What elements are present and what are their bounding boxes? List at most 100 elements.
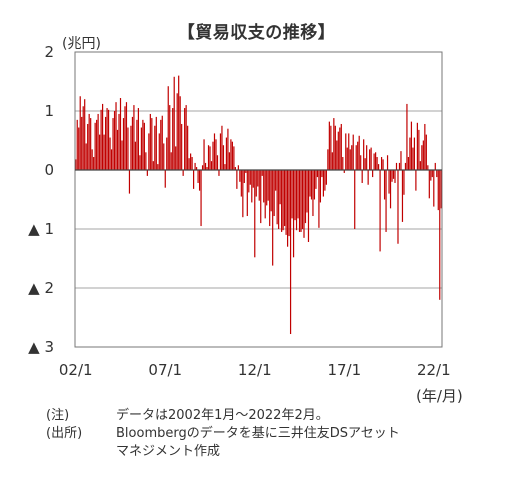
bar [143, 122, 145, 170]
bar [216, 155, 219, 170]
bar [413, 137, 416, 170]
bar [218, 170, 220, 176]
bar [81, 116, 83, 170]
bar [88, 113, 90, 170]
bar [97, 113, 99, 170]
bar [230, 139, 232, 170]
bar [215, 139, 217, 170]
bar [289, 170, 292, 335]
bar [164, 170, 166, 188]
bar [76, 119, 78, 170]
bar [270, 170, 272, 212]
bar [288, 170, 290, 237]
bar [373, 153, 375, 170]
bar [388, 170, 390, 194]
bar [212, 141, 214, 170]
bar [313, 170, 316, 200]
bar [79, 96, 81, 170]
bar [297, 170, 299, 219]
bar [397, 170, 399, 244]
bar [370, 147, 372, 170]
bar [406, 103, 408, 170]
bar [195, 167, 198, 170]
bar [369, 149, 371, 170]
x-tick-labels: 02/1 07/1 12/1 17/1 22/1 [59, 361, 451, 379]
bar [352, 134, 354, 170]
bar [254, 170, 256, 258]
bar [351, 145, 353, 170]
bar [233, 146, 235, 170]
note-text: データは2002年1月～2022年2月。 [116, 408, 329, 423]
bar [134, 141, 137, 170]
source-text: Bloombergのデータを基に三井住友DSアセット [116, 426, 400, 441]
source-line: (出所) Bloombergのデータを基に三井住友DSアセット [46, 425, 400, 443]
bar [84, 99, 86, 170]
plot-frame [74, 51, 443, 348]
bar [203, 139, 205, 170]
bar [385, 170, 387, 232]
bar [310, 170, 313, 200]
bar [187, 125, 189, 170]
bar [175, 146, 177, 170]
bar [198, 170, 201, 191]
bar [439, 170, 441, 300]
bar [201, 165, 204, 170]
bar [127, 127, 129, 170]
bar [109, 137, 111, 170]
bar [433, 170, 435, 207]
bar [281, 170, 283, 232]
bar [431, 170, 433, 178]
bar [364, 158, 366, 170]
bar [278, 170, 280, 229]
y-tick-label: ▲ 2 [28, 279, 54, 297]
x-tick-label: 22/1 [417, 361, 451, 379]
bar [225, 137, 228, 170]
bar [428, 170, 430, 199]
bar [394, 170, 396, 183]
chart-canvas: 2 1 0 ▲ 1 ▲ 2 ▲ 3 02/1 07/1 12/1 17/1 22/1 [28, 43, 451, 379]
bar [377, 164, 380, 170]
bar [404, 162, 407, 170]
bar [246, 170, 248, 217]
bar [119, 98, 122, 170]
bar [333, 118, 335, 170]
bar [415, 170, 417, 191]
bar [376, 157, 378, 170]
y-tick-label: ▲ 1 [28, 220, 54, 238]
bar [78, 127, 80, 170]
x-tick-label: 17/1 [327, 361, 361, 379]
bar [200, 170, 202, 227]
bar [228, 152, 231, 170]
bar [140, 127, 142, 170]
bar [300, 170, 302, 232]
bar [128, 170, 131, 194]
bar [346, 147, 348, 170]
bar [94, 122, 96, 170]
bar [184, 108, 186, 170]
bar [400, 151, 402, 170]
bar [178, 75, 180, 170]
bar [315, 170, 317, 189]
source-label: (出所) [46, 426, 83, 441]
bar [93, 157, 95, 170]
x-tick-label: 12/1 [238, 361, 272, 379]
bar [319, 170, 322, 203]
note-line: (注) データは2002年1月～2022年2月。 [46, 407, 400, 425]
bar [334, 125, 336, 170]
bar [90, 118, 92, 170]
bar [237, 165, 239, 170]
bar [263, 170, 265, 203]
bar [188, 158, 190, 170]
bar [324, 170, 326, 191]
bar [116, 129, 119, 170]
bar [91, 149, 93, 170]
bar [207, 145, 210, 170]
bar [322, 170, 324, 197]
bar [318, 170, 320, 228]
bar [151, 118, 153, 170]
bar [407, 157, 410, 170]
bar [137, 108, 140, 170]
bar [240, 170, 242, 197]
bar [110, 149, 113, 170]
bar [272, 170, 274, 266]
